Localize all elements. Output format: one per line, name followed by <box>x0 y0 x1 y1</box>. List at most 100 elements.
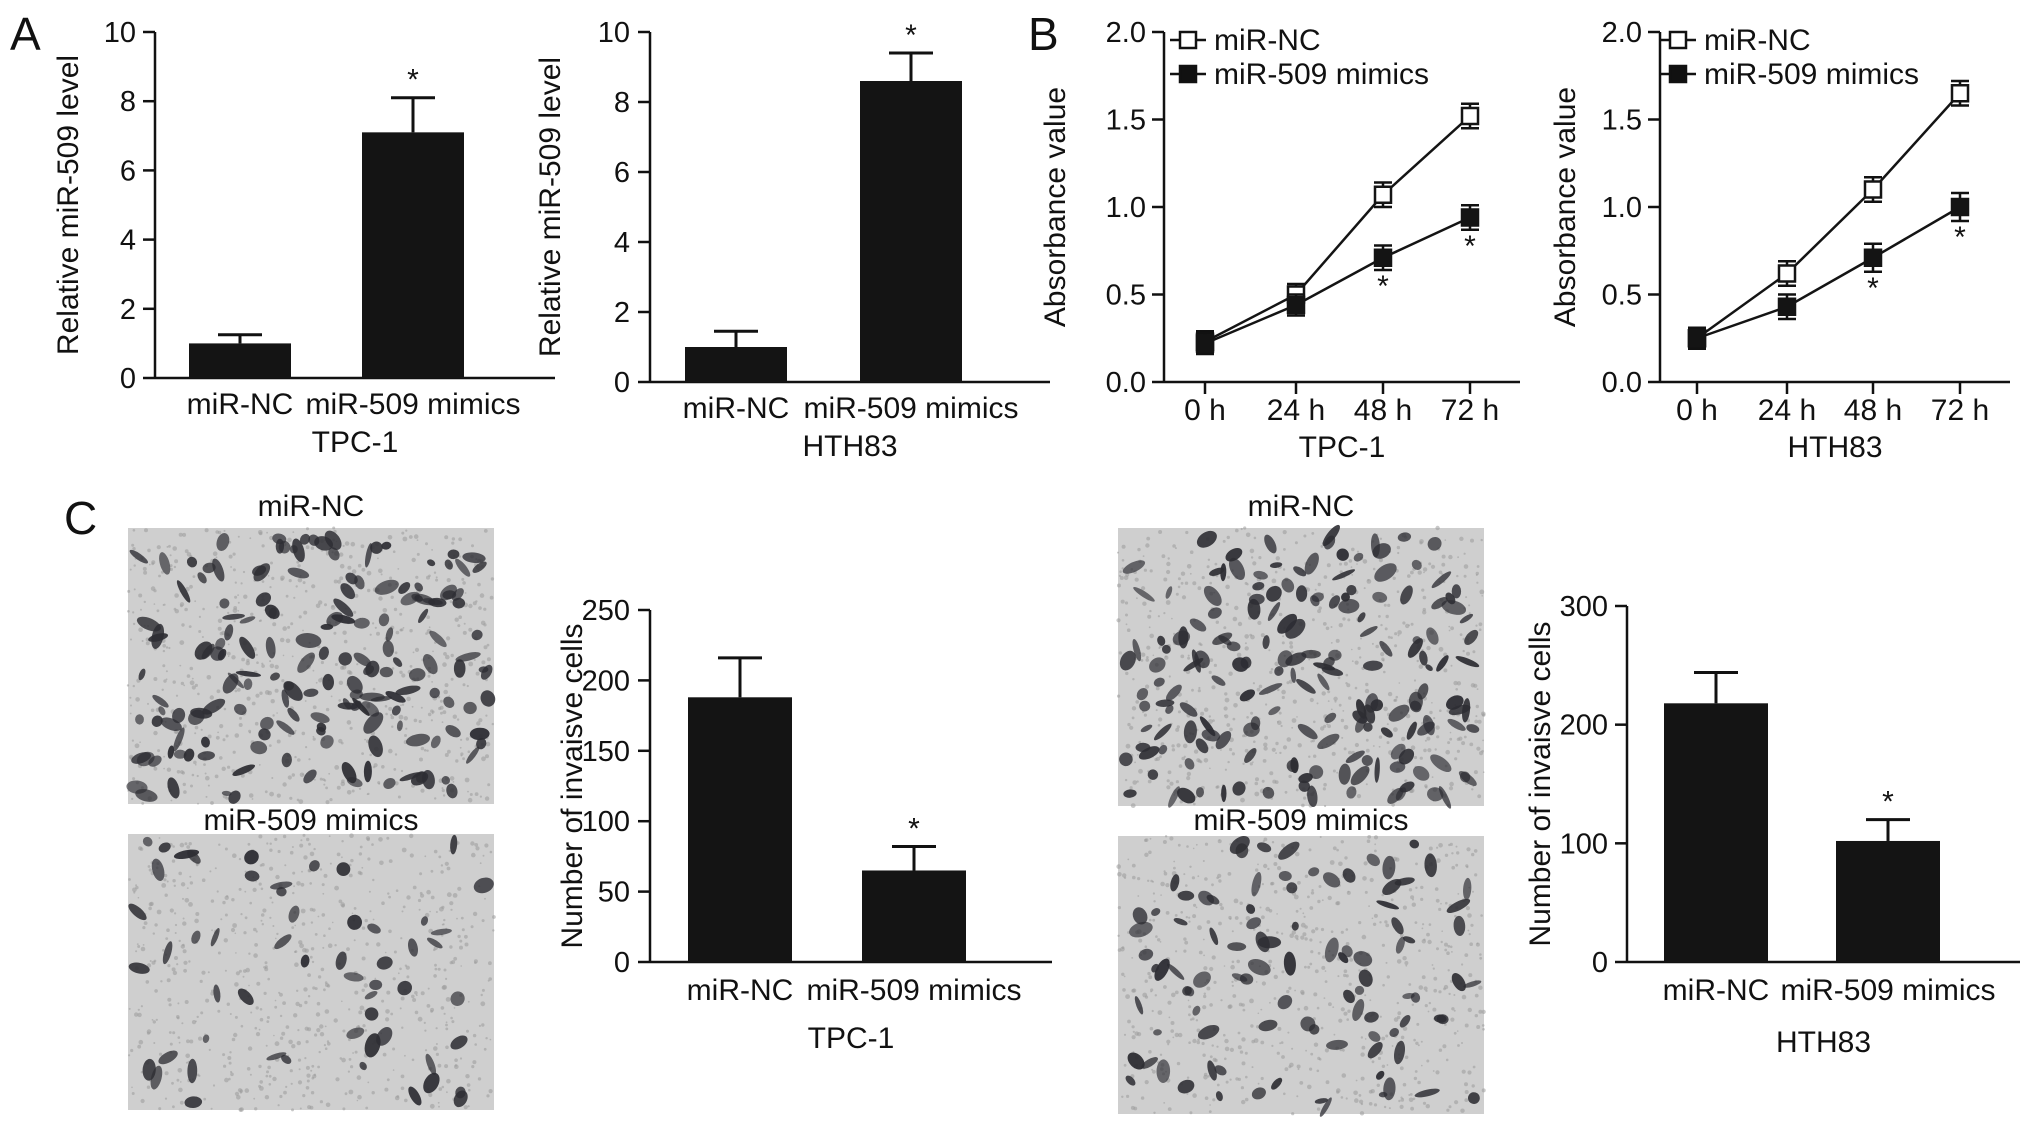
speckle <box>448 695 451 697</box>
speckle <box>464 934 468 939</box>
speckle <box>1229 727 1233 732</box>
speckle <box>287 537 292 543</box>
speckle <box>1257 1012 1260 1015</box>
panel-letter-a: A <box>10 8 41 60</box>
speckle <box>1131 1025 1135 1029</box>
speckle <box>1368 1102 1373 1106</box>
speckle <box>1358 921 1362 925</box>
speckle <box>253 953 258 958</box>
speckle <box>234 932 237 935</box>
speckle <box>356 1075 362 1080</box>
speckle <box>452 714 457 719</box>
speckle <box>1463 735 1467 739</box>
speckle <box>148 902 153 907</box>
speckle <box>1450 664 1453 667</box>
speckle <box>369 910 372 913</box>
speckle <box>1439 709 1442 712</box>
cell <box>250 740 268 755</box>
speckle <box>285 638 291 644</box>
speckle <box>449 776 455 781</box>
speckle <box>271 901 274 904</box>
speckle <box>360 544 365 549</box>
speckle <box>140 1071 144 1074</box>
speckle <box>1246 716 1249 719</box>
speckle <box>1350 566 1353 568</box>
speckle <box>1416 1022 1420 1026</box>
speckle <box>279 1094 283 1099</box>
speckle <box>269 660 272 663</box>
cell <box>1209 927 1219 946</box>
speckle <box>1304 937 1308 941</box>
speckle <box>1177 710 1181 714</box>
speckle <box>392 550 396 553</box>
speckle <box>1249 548 1255 554</box>
speckle <box>458 537 463 542</box>
speckle <box>411 557 416 563</box>
speckle <box>1276 1051 1280 1055</box>
speckle <box>478 718 483 723</box>
speckle <box>1171 748 1176 752</box>
cell <box>364 990 378 1000</box>
speckle <box>1122 988 1126 992</box>
speckle <box>319 777 323 781</box>
cell <box>462 552 486 564</box>
speckle <box>301 870 303 873</box>
speckle <box>1435 525 1440 531</box>
speckle <box>1318 885 1322 888</box>
cell <box>1293 566 1307 577</box>
speckle <box>459 945 463 950</box>
significance-mark: * <box>1377 270 1389 303</box>
speckle <box>433 849 438 854</box>
speckle <box>354 990 359 995</box>
cell <box>364 1033 381 1058</box>
speckle <box>1269 771 1274 776</box>
speckle <box>131 1092 135 1095</box>
series-2: ** <box>1195 204 1480 356</box>
speckle <box>1319 941 1322 944</box>
speckle <box>460 738 463 741</box>
speckle <box>1188 1013 1191 1017</box>
speckle <box>438 1087 443 1091</box>
speckle <box>1184 940 1189 945</box>
speckle <box>1396 959 1402 964</box>
speckle <box>308 842 311 846</box>
speckle <box>348 1038 351 1042</box>
cell <box>455 652 481 662</box>
speckle <box>1197 586 1202 591</box>
speckle <box>145 641 150 646</box>
speckle <box>310 1091 315 1095</box>
speckle <box>1191 1017 1195 1021</box>
speckle <box>1438 843 1443 848</box>
speckle <box>131 797 134 801</box>
speckle <box>1177 577 1181 581</box>
speckle <box>1413 755 1418 760</box>
speckle <box>475 846 480 851</box>
speckle <box>434 797 437 800</box>
speckle <box>474 843 479 847</box>
cell <box>1271 1077 1283 1090</box>
speckle <box>1165 600 1171 605</box>
speckle <box>1253 1038 1259 1043</box>
speckle <box>240 1024 244 1028</box>
speckle <box>1360 1076 1365 1081</box>
cell-line-label: HTH83 <box>1776 1026 1871 1059</box>
series-1 <box>1195 102 1480 354</box>
speckle <box>1278 612 1283 617</box>
cell <box>1389 1028 1399 1037</box>
speckle <box>225 796 229 800</box>
speckle <box>374 977 377 980</box>
cell <box>1257 842 1272 853</box>
speckle <box>269 866 274 871</box>
speckle <box>409 853 414 858</box>
speckle <box>320 677 324 680</box>
cell <box>364 543 373 568</box>
speckle <box>1255 777 1259 782</box>
cell <box>158 842 171 853</box>
speckle <box>164 893 168 897</box>
speckle <box>1362 876 1367 881</box>
speckle <box>403 716 408 721</box>
speckle <box>411 994 415 999</box>
speckle <box>1239 1050 1244 1054</box>
speckle <box>366 570 372 576</box>
micrograph-3: miR-NC <box>1116 490 1486 809</box>
